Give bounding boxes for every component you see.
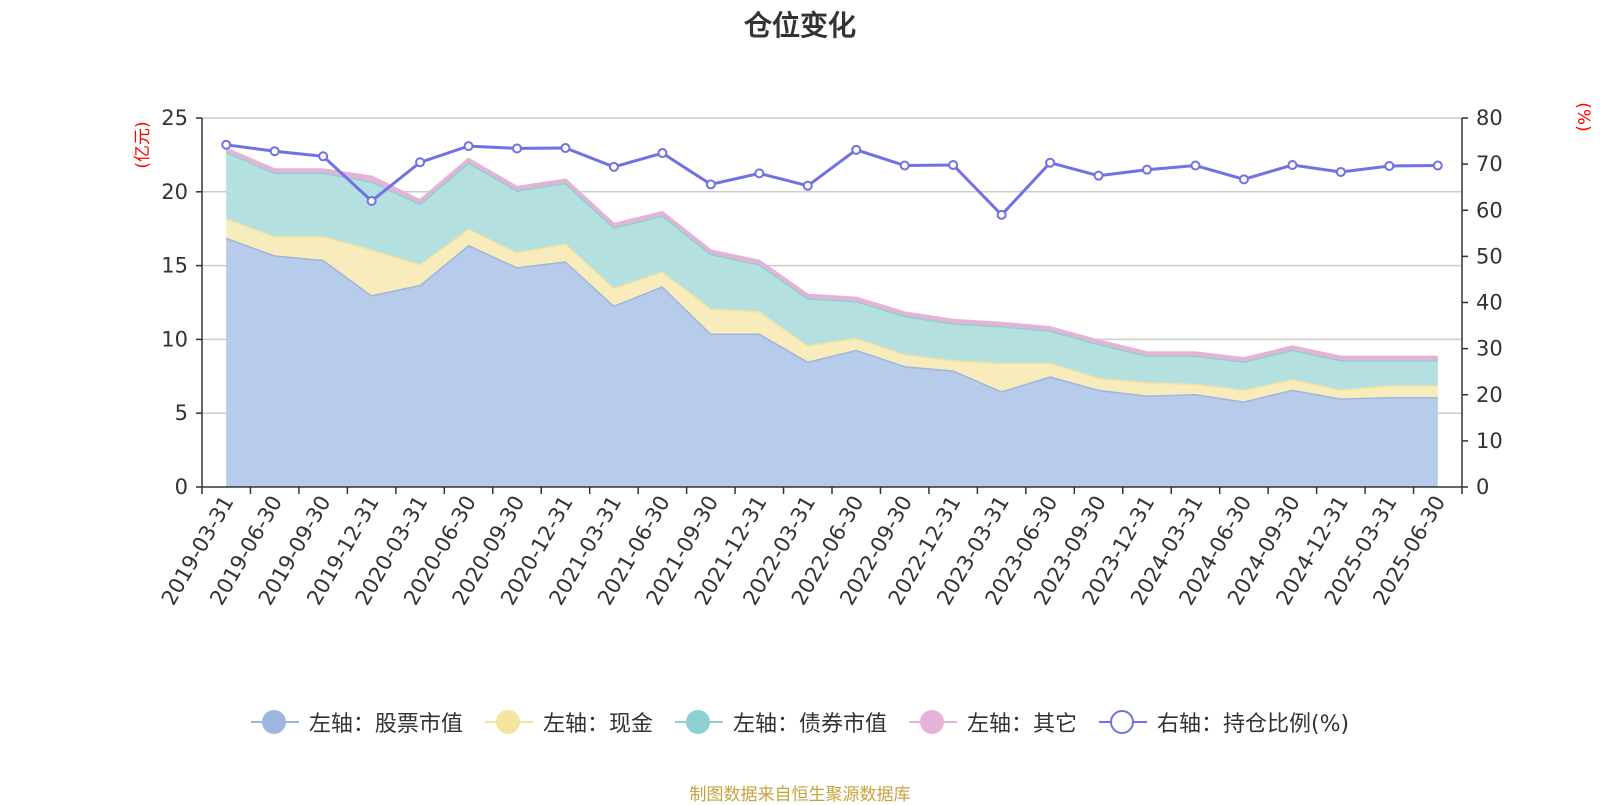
left-axis-tick-label: 20 <box>161 180 188 204</box>
holding-ratio-point <box>1190 160 1201 171</box>
holding-ratio-point <box>1287 160 1298 171</box>
holding-ratio-point <box>415 157 426 168</box>
holding-ratio-point <box>1045 157 1056 168</box>
holding-ratio-point <box>1432 160 1443 171</box>
holding-ratio-point <box>463 141 474 152</box>
holding-ratio-point <box>560 142 571 153</box>
area-series-0 <box>226 237 1438 487</box>
holding-ratio-point <box>996 209 1007 220</box>
holding-ratio-point <box>899 160 910 171</box>
legend-label: 左轴：现金 <box>542 712 653 737</box>
left-axis-unit: (亿元) <box>133 121 153 168</box>
holding-ratio-point <box>221 139 232 150</box>
right-axis-unit: (%) <box>1573 102 1593 131</box>
legend-label: 左轴：其它 <box>966 712 1077 737</box>
right-axis-tick-label: 80 <box>1476 106 1503 130</box>
left-axis-tick-label: 5 <box>175 401 188 425</box>
legend-item[interactable]: 左轴：股票市值 <box>250 706 463 738</box>
holding-ratio-point <box>366 196 377 207</box>
left-axis-tick-label: 25 <box>161 106 188 130</box>
right-axis-tick-label: 10 <box>1476 429 1503 453</box>
holding-ratio-point <box>608 161 619 172</box>
holding-ratio-point <box>269 146 280 157</box>
holding-ratio-point <box>948 160 959 171</box>
area-series-1 <box>226 218 1438 402</box>
right-axis-tick-label: 40 <box>1476 291 1503 315</box>
area-edge-series-3 <box>225 147 1438 361</box>
area-series-2 <box>226 151 1438 390</box>
right-axis-tick-label: 20 <box>1476 383 1503 407</box>
legend-marker-icon <box>250 707 299 737</box>
holding-ratio-point <box>318 151 329 162</box>
legend-marker-icon <box>484 707 533 737</box>
left-axis-tick-label: 15 <box>161 254 188 278</box>
holding-ratio-line <box>226 143 1438 218</box>
left-axis-tick-label: 10 <box>161 327 188 351</box>
holding-ratio-point <box>1335 166 1346 177</box>
source-note: 制图数据来自恒生聚源数据库 <box>689 785 911 805</box>
holding-ratio-point <box>705 179 716 190</box>
holding-ratio-point <box>1093 170 1104 181</box>
right-axis-tick-label: 30 <box>1476 337 1503 361</box>
area-layer <box>225 147 1438 487</box>
right-axis-tick-label: 60 <box>1476 198 1503 222</box>
legend-marker-icon <box>1098 707 1147 737</box>
legend: 左轴：股票市值 左轴：现金 左轴：债券市值 左轴：其它 右轴：持仓比例(%) <box>0 706 1600 738</box>
line-layer <box>221 139 1443 220</box>
right-axis-tick-label: 0 <box>1476 475 1489 499</box>
legend-label: 左轴：债券市值 <box>732 712 887 737</box>
legend-item[interactable]: 左轴：其它 <box>908 706 1077 738</box>
legend-item[interactable]: 左轴：现金 <box>484 706 653 738</box>
right-axis-tick-label: 70 <box>1476 152 1503 176</box>
legend-item[interactable]: 左轴：债券市值 <box>674 706 887 738</box>
legend-marker-icon <box>674 707 723 737</box>
holding-ratio-point <box>1142 164 1152 175</box>
legend-marker-icon <box>908 707 957 737</box>
holding-ratio-point <box>754 168 765 179</box>
position-chart: 0510152025010203040506070802019-03-31201… <box>133 102 1593 609</box>
holding-ratio-point <box>512 143 522 154</box>
chart-title: 仓位变化 <box>743 9 856 42</box>
holding-ratio-point <box>802 180 813 191</box>
legend-label: 右轴：持仓比例(%) <box>1156 712 1350 737</box>
legend-label: 左轴：股票市值 <box>308 712 463 737</box>
holding-ratio-point <box>1238 174 1249 185</box>
holding-ratio-point <box>1384 160 1395 171</box>
holding-ratio-point <box>657 148 668 159</box>
left-axis-tick-label: 0 <box>175 475 188 499</box>
holding-ratio-point <box>851 144 862 155</box>
legend-item[interactable]: 右轴：持仓比例(%) <box>1098 706 1350 738</box>
right-axis-tick-label: 50 <box>1476 244 1503 268</box>
